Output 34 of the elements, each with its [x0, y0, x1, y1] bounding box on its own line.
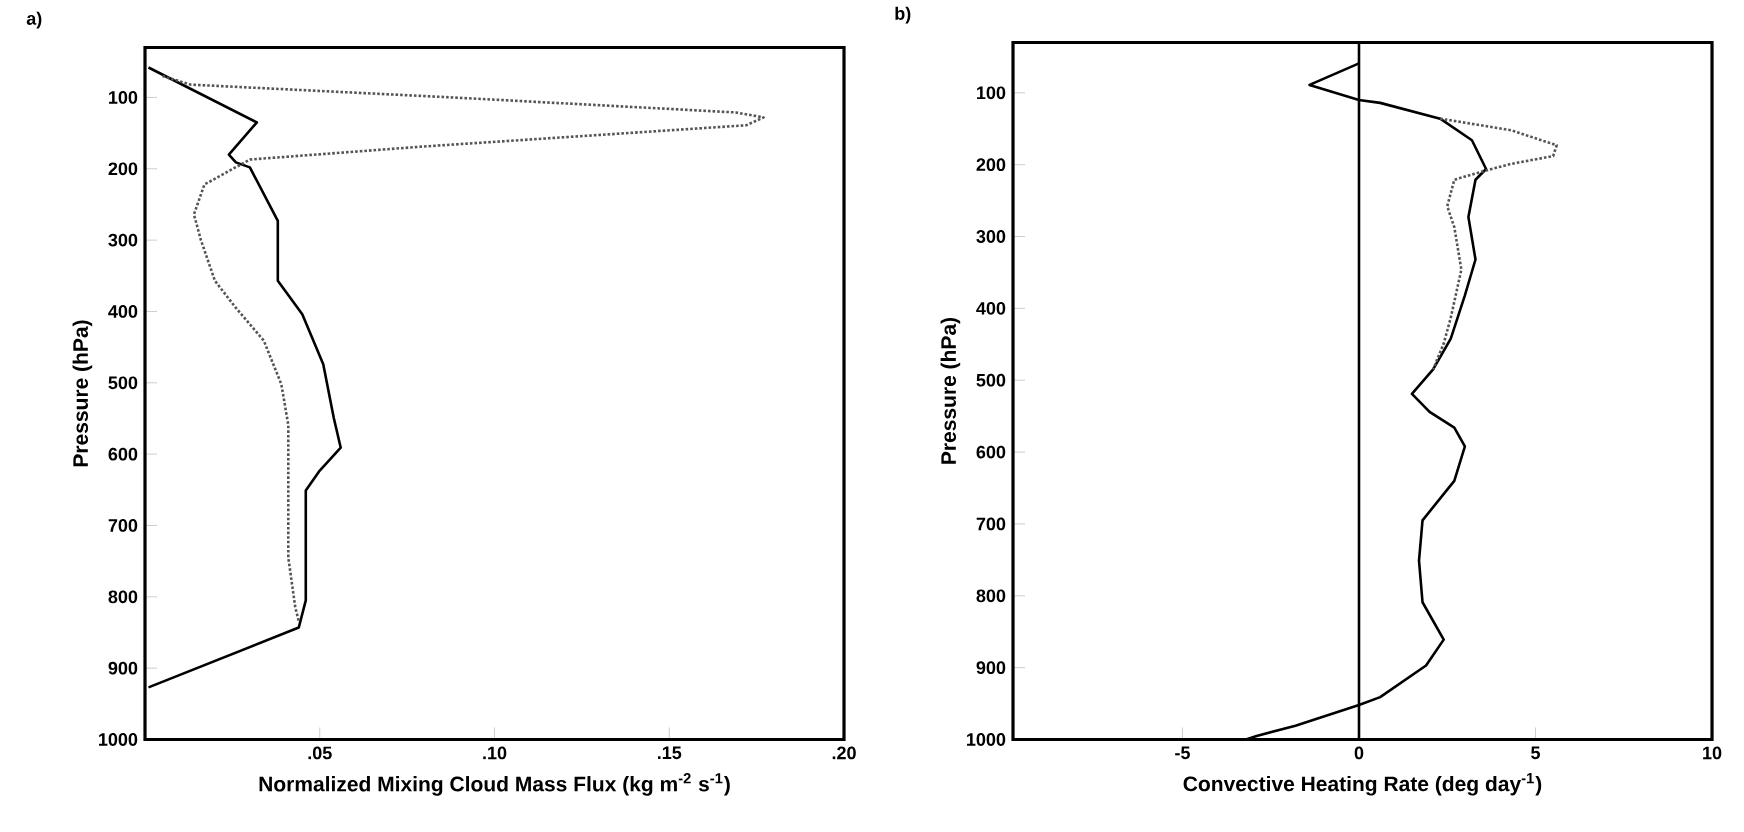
y-tick-label: 200 [976, 158, 1006, 171]
chart-title: b) [895, 6, 911, 24]
x-tick-label: .10 [483, 746, 507, 760]
y-tick-label: 800 [976, 589, 1006, 602]
y-tick-label: 1000 [99, 732, 138, 746]
y-axis-title: Pressure (hPa) [72, 320, 93, 466]
y-tick-label: 500 [108, 376, 138, 389]
y-tick-label: 600 [976, 445, 1006, 459]
y-tick-label: 700 [108, 518, 138, 532]
y-axis-title: Pressure (hPa) [940, 317, 961, 464]
y-tick-label: 700 [976, 517, 1006, 531]
x-tick-label: 0 [1354, 746, 1364, 760]
y-tick-label: 400 [108, 304, 138, 318]
y-tick-label: 600 [108, 447, 138, 461]
x-tick-label: .05 [308, 746, 332, 760]
chart-title: a) [26, 11, 42, 29]
y-tick-label: 100 [109, 90, 138, 104]
y-tick-label: 400 [976, 301, 1006, 315]
y-tick-label: 200 [108, 162, 138, 175]
x-tick-label: .20 [832, 746, 856, 760]
y-tick-label: 800 [108, 590, 138, 603]
y-tick-label: 900 [108, 661, 138, 675]
y-tick-label: 900 [976, 661, 1006, 674]
y-tick-label: 100 [977, 86, 1006, 99]
y-tick-label: 300 [108, 233, 138, 247]
y-tick-label: 300 [976, 229, 1006, 243]
x-tick-label: -5 [1175, 746, 1190, 759]
x-tick-label: 5 [1531, 746, 1540, 759]
x-axis-title: Normalized Mixing Cloud Mass Flux (kg m$^{-2}$ s$^{-1}$) [259, 772, 730, 796]
y-tick-label: 1000 [967, 732, 1006, 746]
x-tick-label: .15 [657, 746, 682, 759]
x-tick-label: 10 [1703, 746, 1722, 760]
y-tick-label: 500 [976, 373, 1006, 387]
x-axis-title: Convective Heating Rate (deg day$^{-1}$) [1183, 772, 1542, 796]
